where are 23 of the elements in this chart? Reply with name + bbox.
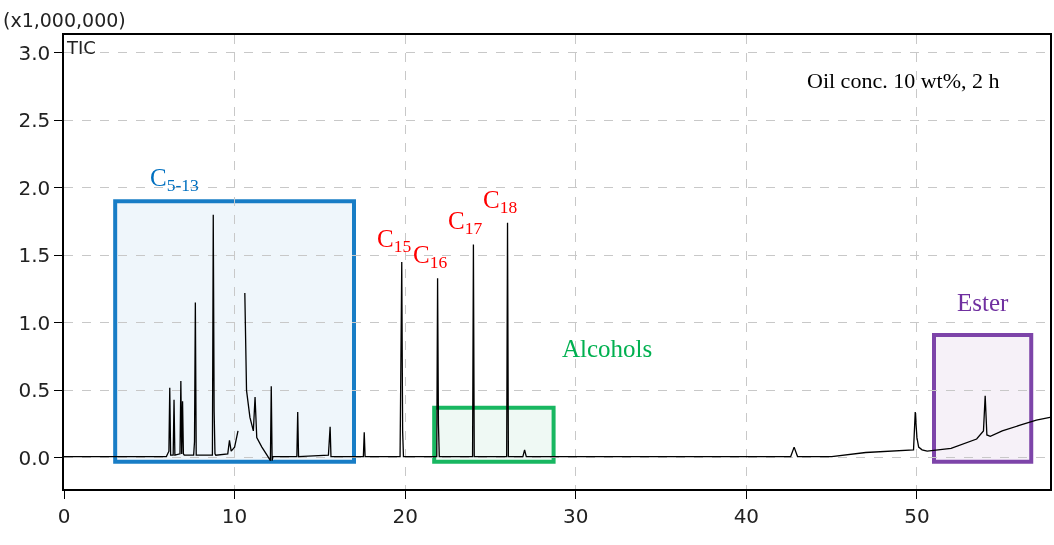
- y-axis-title: (x1,000,000): [3, 9, 126, 31]
- band-label: Ester: [957, 289, 1010, 316]
- annotation: TIC: [66, 37, 96, 58]
- annotation: C$_{17}$: [448, 207, 483, 239]
- x-tick-label: 20: [392, 503, 418, 528]
- x-tick-label: 30: [563, 503, 589, 528]
- y-tick-label: 0.5: [18, 378, 51, 403]
- annotation: C$_{18}$: [483, 186, 518, 218]
- y-tick-label: 1.5: [18, 243, 51, 268]
- x-tick-label: 50: [904, 503, 930, 528]
- y-tick-label: 0.0: [18, 445, 51, 470]
- x-tick-label: 40: [733, 503, 760, 528]
- y-tick-label: 1.0: [18, 310, 51, 335]
- x-tick-label: 0: [57, 503, 71, 528]
- annotation: C$_{16}$: [413, 241, 448, 273]
- y-tick-label: 3.0: [18, 40, 51, 65]
- y-tick-label: 2.0: [18, 175, 51, 200]
- annotation: C$_{15}$: [377, 225, 412, 257]
- y-tick-label: 2.5: [18, 108, 51, 133]
- x-tick-label: 10: [221, 503, 248, 528]
- band-label: Alcohols: [562, 335, 653, 362]
- band-label: C$_{5-13}$: [150, 164, 200, 196]
- annotation: Oil conc. 10 wt%, 2 h: [807, 68, 1000, 93]
